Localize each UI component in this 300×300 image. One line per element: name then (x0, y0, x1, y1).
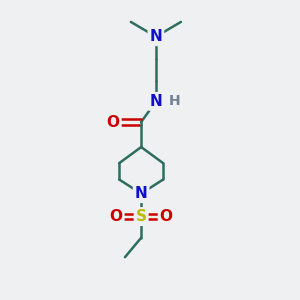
Text: O: O (107, 115, 120, 130)
Text: N: N (149, 94, 162, 109)
Text: S: S (136, 209, 147, 224)
Text: O: O (160, 209, 173, 224)
Text: N: N (149, 29, 162, 44)
Text: O: O (110, 209, 123, 224)
Text: H: H (169, 94, 181, 108)
Text: N: N (135, 186, 148, 201)
